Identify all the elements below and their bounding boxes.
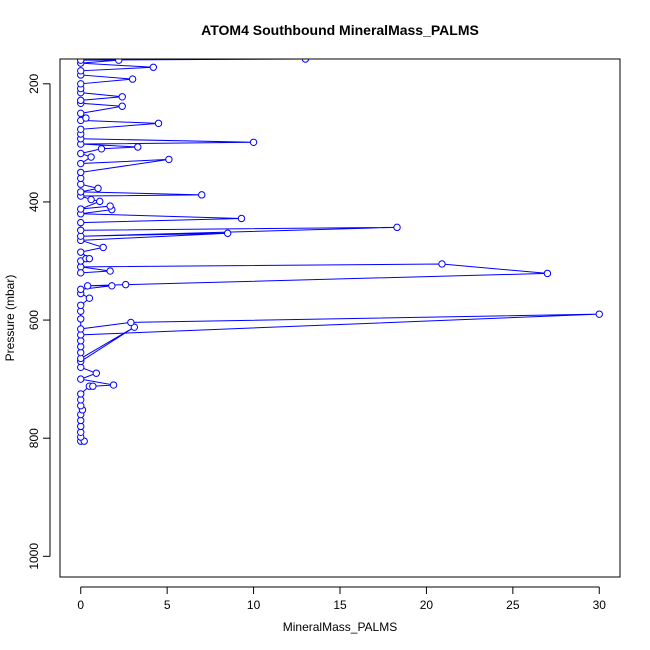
- y-tick-label: 1000: [27, 543, 41, 570]
- data-point: [128, 75, 137, 83]
- data-point: [77, 67, 85, 75]
- x-tick-label: 30: [593, 598, 607, 612]
- x-tick-label: 0: [77, 598, 84, 612]
- data-point: [438, 260, 446, 268]
- data-point: [165, 155, 173, 164]
- data-point: [249, 138, 258, 146]
- y-tick-label: 600: [27, 310, 41, 330]
- data-point: [121, 280, 130, 289]
- x-axis-label: MineralMass_PALMS: [283, 620, 397, 634]
- data-point: [134, 143, 142, 151]
- data-point: [77, 375, 85, 383]
- chart-title: ATOM4 Southbound MineralMass_PALMS: [201, 22, 479, 38]
- x-tick-label: 20: [420, 598, 434, 612]
- data-point: [149, 63, 158, 71]
- data-point: [77, 125, 85, 133]
- data-point: [77, 80, 85, 88]
- y-axis-label: Pressure (mbar): [3, 275, 17, 362]
- data-point: [77, 285, 85, 294]
- data-point: [83, 282, 92, 290]
- data-point: [77, 301, 85, 309]
- data-point: [77, 168, 85, 177]
- data-point: [118, 93, 126, 101]
- data-point: [92, 369, 101, 377]
- data-point: [543, 269, 552, 278]
- series-line: [78, 59, 600, 442]
- data-point: [77, 315, 85, 323]
- y-tick-label: 200: [27, 73, 41, 93]
- data-point: [77, 188, 85, 196]
- data-layer: [77, 59, 603, 445]
- data-point: [393, 223, 401, 232]
- data-point: [77, 248, 85, 256]
- data-point: [87, 153, 95, 161]
- data-point: [77, 390, 85, 398]
- data-point: [77, 149, 85, 158]
- data-point: [89, 382, 97, 390]
- data-point: [154, 119, 163, 128]
- data-point: [77, 96, 85, 105]
- y-tick-label: 400: [27, 192, 41, 212]
- data-point: [595, 310, 603, 318]
- x-tick-label: 5: [164, 598, 171, 612]
- data-point: [118, 102, 126, 110]
- data-point: [106, 267, 114, 275]
- data-point: [85, 254, 94, 263]
- data-point: [127, 318, 135, 327]
- x-tick-label: 15: [333, 598, 347, 612]
- plot-area: [77, 59, 603, 445]
- data-point: [77, 159, 85, 168]
- x-tick-label: 25: [506, 598, 520, 612]
- plot-frame: [59, 58, 621, 578]
- data-point: [237, 214, 246, 223]
- data-point: [82, 114, 90, 122]
- data-point: [87, 195, 95, 204]
- x-tick-label: 10: [247, 598, 261, 612]
- data-point: [77, 59, 85, 64]
- data-point: [96, 197, 104, 206]
- data-point: [77, 226, 85, 234]
- data-point: [77, 218, 85, 227]
- data-point: [223, 229, 232, 237]
- data-point: [77, 109, 85, 118]
- data-point: [108, 282, 116, 290]
- data-point: [106, 202, 114, 210]
- data-point: [99, 243, 107, 252]
- data-point: [77, 205, 85, 213]
- data-point: [301, 59, 310, 63]
- x-axis: 0 5 10 15 20 25 30: [77, 586, 607, 612]
- data-point: [97, 145, 106, 153]
- data-point: [109, 381, 118, 389]
- y-axis: 200 400 600 800 1000: [27, 73, 51, 570]
- data-point: [115, 59, 123, 64]
- data-point: [85, 294, 94, 302]
- y-tick-label: 800: [27, 428, 41, 448]
- data-point: [198, 191, 206, 199]
- data-point: [94, 184, 102, 193]
- data-point: [77, 325, 85, 333]
- data-point: [77, 269, 85, 277]
